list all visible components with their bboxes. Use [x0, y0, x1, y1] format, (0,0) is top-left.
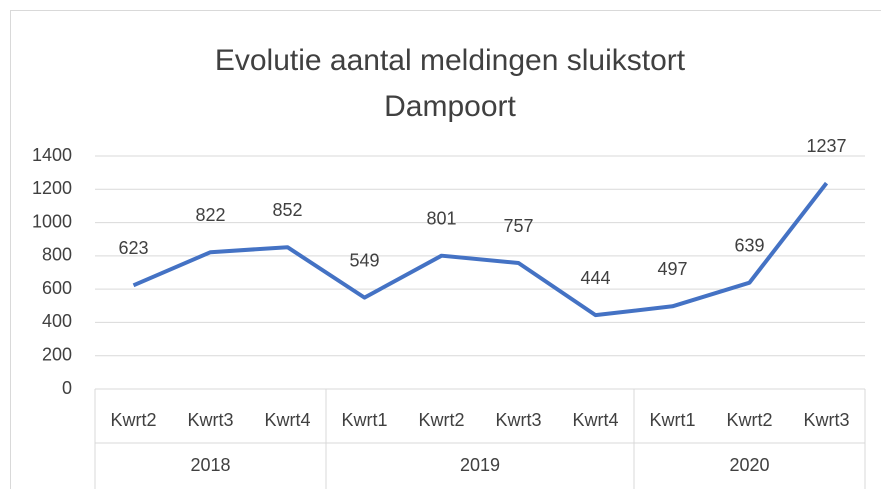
- y-tick-label: 200: [42, 344, 72, 364]
- y-tick-label: 800: [42, 245, 72, 265]
- chart-title: Evolutie aantal meldingen sluikstort Dam…: [214, 44, 686, 123]
- line-series: [132, 181, 829, 318]
- y-tick-label: 1400: [32, 145, 72, 165]
- data-label: 444: [580, 268, 610, 288]
- data-label: 623: [118, 238, 148, 258]
- x-tick-label: Kwrt1: [341, 410, 387, 430]
- data-label: 801: [426, 208, 456, 228]
- group-label: 2019: [460, 455, 500, 475]
- x-tick-label: Kwrt1: [649, 410, 695, 430]
- group-label: 2020: [729, 455, 769, 475]
- data-label: 639: [734, 235, 764, 255]
- y-tick-label: 600: [42, 278, 72, 298]
- data-label: 549: [349, 250, 379, 270]
- x-tick-label: Kwrt3: [803, 410, 849, 430]
- y-tick-label: 1000: [32, 211, 72, 231]
- group-label: 2018: [190, 455, 230, 475]
- x-tick-label: Kwrt2: [726, 410, 772, 430]
- y-tick-label: 400: [42, 311, 72, 331]
- data-label: 757: [503, 216, 533, 236]
- data-label: 822: [195, 205, 225, 225]
- data-label: 1237: [806, 136, 846, 156]
- y-tick-label: 0: [62, 378, 72, 398]
- x-tick-label: Kwrt3: [495, 410, 541, 430]
- y-tick-label: 1200: [32, 178, 72, 198]
- x-tick-label: Kwrt2: [418, 410, 464, 430]
- x-tick-label: Kwrt2: [110, 410, 156, 430]
- chart-border: [10, 10, 881, 489]
- data-label: 852: [272, 200, 302, 220]
- data-label: 497: [657, 259, 687, 279]
- x-tick-label: Kwrt4: [572, 410, 618, 430]
- x-tick-label: Kwrt3: [187, 410, 233, 430]
- x-tick-label: Kwrt4: [264, 410, 310, 430]
